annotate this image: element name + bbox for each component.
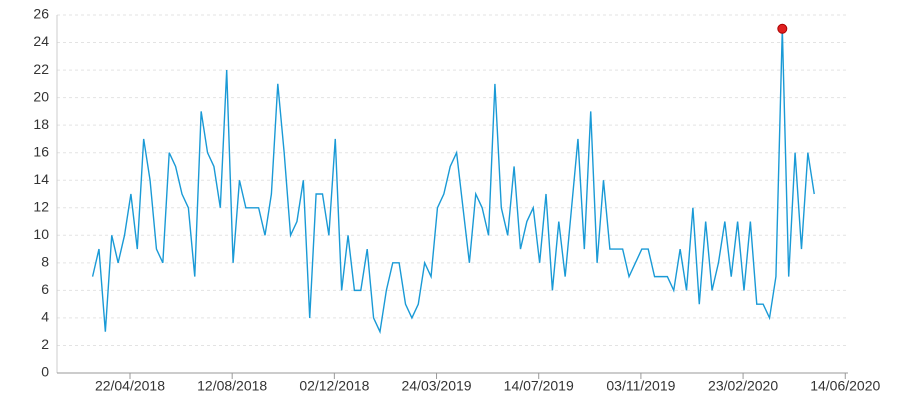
y-tick-label: 20	[33, 88, 49, 104]
y-tick-label: 16	[33, 143, 49, 159]
x-tick-label: 12/08/2018	[197, 378, 267, 394]
x-tick-label: 14/07/2019	[504, 378, 574, 394]
y-tick-label: 10	[33, 226, 49, 242]
y-tick-label: 18	[33, 116, 49, 132]
x-tick-label: 03/11/2019	[606, 378, 675, 394]
y-tick-label: 26	[33, 6, 49, 22]
max-marker	[777, 23, 788, 34]
y-tick-label: 6	[41, 281, 49, 297]
y-tick-label: 12	[33, 198, 49, 214]
x-tick-label: 22/04/2018	[95, 378, 165, 394]
x-tick-label: 02/12/2018	[299, 378, 369, 394]
y-tick-label: 0	[41, 364, 49, 380]
x-tick-label: 14/06/2020	[810, 378, 880, 394]
y-tick-label: 4	[41, 309, 49, 325]
y-tick-label: 22	[33, 61, 49, 77]
line	[91, 28, 815, 335]
y-tick-label: 2	[41, 336, 49, 352]
x-tick-label: 24/03/2019	[401, 378, 471, 394]
y-tick-label: 14	[33, 171, 49, 187]
y-tick-label: 8	[41, 254, 49, 270]
x-tick-label: 23/02/2020	[708, 378, 778, 394]
y-tick-label: 24	[33, 33, 49, 49]
